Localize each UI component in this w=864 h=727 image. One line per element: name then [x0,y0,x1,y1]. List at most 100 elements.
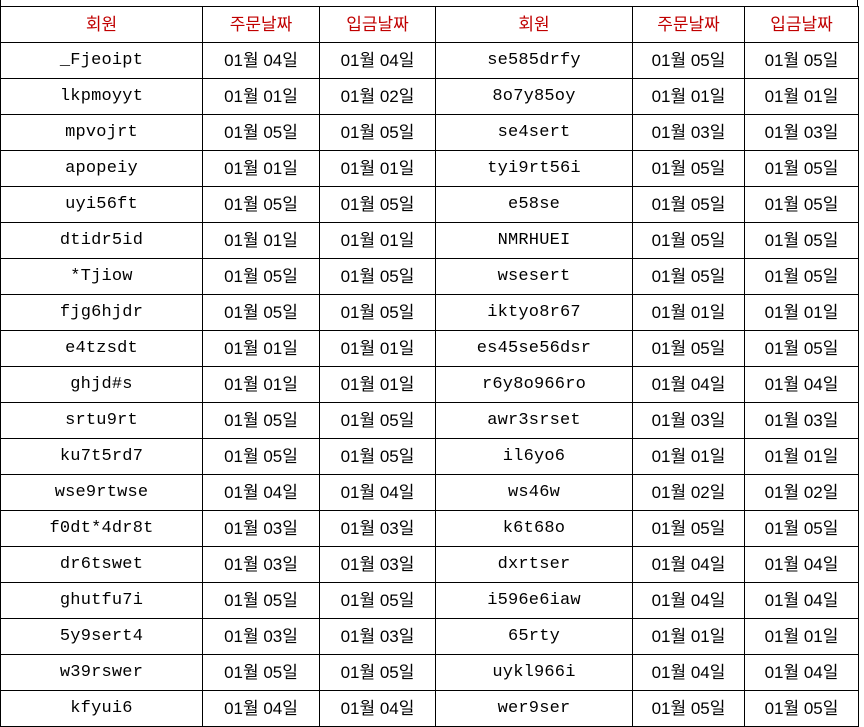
cell-payment-date-right: 01월 01일 [744,78,859,115]
cell-order-date-left: 01월 01일 [202,78,320,115]
column-header-member-right: 회원 [435,6,633,43]
cell-order-date-right: 01월 04일 [632,546,745,583]
cell-payment-date-left: 01월 05일 [319,258,436,295]
cell-member-left: w39rswer [0,654,203,691]
cell-order-date-right: 01월 03일 [632,114,745,151]
cell-payment-date-right: 01월 04일 [744,366,859,403]
cell-member-right: wer9ser [435,690,633,727]
cell-member-right: 65rty [435,618,633,655]
cell-order-date-left: 01월 05일 [202,258,320,295]
column-header-order-date-right: 주문날짜 [632,6,745,43]
cell-member-right: k6t68o [435,510,633,547]
table-row: 5y9sert4 01월 03일 01월 03일 65rty 01월 01일 01월 01… [0,618,859,655]
table-row: kfyui6 01월 04일 01월 04일 wer9ser 01월 05일 01월 05… [0,690,859,727]
cell-order-date-left: 01월 03일 [202,618,320,655]
table-row: uyi56ft 01월 05일 01월 05일 e58se 01월 05일 01월 05일 [0,186,859,223]
cell-member-right: r6y8o966ro [435,366,633,403]
cell-member-right: iktyo8r67 [435,294,633,331]
cell-payment-date-left: 01월 03일 [319,618,436,655]
cell-order-date-right: 01월 03일 [632,402,745,439]
table-row: dr6tswet 01월 03일 01월 03일 dxrtser 01월 04일 01월 … [0,546,859,583]
cell-payment-date-right: 01월 04일 [744,582,859,619]
table-row: *Tjiow 01월 05일 01월 05일 wsesert 01월 05일 01월 05… [0,258,859,295]
cell-order-date-right: 01월 05일 [632,258,745,295]
cell-member-left: *Tjiow [0,258,203,295]
cell-member-right: dxrtser [435,546,633,583]
table-row: dtidr5id 01월 01일 01월 01일 NMRHUEI 01월 05일 01월 … [0,222,859,259]
cell-payment-date-right: 01월 04일 [744,546,859,583]
cell-member-right: uykl966i [435,654,633,691]
cell-payment-date-right: 01월 05일 [744,186,859,223]
cell-member-left: ghutfu7i [0,582,203,619]
cell-member-left: wse9rtwse [0,474,203,511]
cell-payment-date-left: 01월 05일 [319,438,436,475]
cell-payment-date-right: 01월 03일 [744,114,859,151]
cell-order-date-right: 01월 05일 [632,42,745,79]
cell-payment-date-left: 01월 04일 [319,474,436,511]
table-row: apopeiy 01월 01일 01월 01일 tyi9rt56i 01월 05일 01월… [0,150,859,187]
table-row: e4tzsdt 01월 01일 01월 01일 es45se56dsr 01월 05일 0… [0,330,859,367]
cell-order-date-right: 01월 05일 [632,222,745,259]
cell-payment-date-right: 01월 05일 [744,222,859,259]
cell-order-date-right: 01월 01일 [632,294,745,331]
cell-order-date-right: 01월 05일 [632,186,745,223]
cell-order-date-left: 01월 05일 [202,186,320,223]
cell-member-right: awr3srset [435,402,633,439]
table-row: ku7t5rd7 01월 05일 01월 05일 il6yo6 01월 01일 01월 0… [0,438,859,475]
cell-payment-date-right: 01월 01일 [744,618,859,655]
cell-order-date-left: 01월 04일 [202,474,320,511]
cell-payment-date-left: 01월 05일 [319,114,436,151]
cell-payment-date-right: 01월 01일 [744,438,859,475]
cell-order-date-left: 01월 05일 [202,294,320,331]
cell-member-right: i596e6iaw [435,582,633,619]
cell-member-left: fjg6hjdr [0,294,203,331]
cell-member-left: dr6tswet [0,546,203,583]
table-row: srtu9rt 01월 05일 01월 05일 awr3srset 01월 03일 01월… [0,402,859,439]
cell-payment-date-right: 01월 05일 [744,330,859,367]
cell-payment-date-right: 01월 05일 [744,690,859,727]
cell-payment-date-left: 01월 04일 [319,42,436,79]
cell-member-right: NMRHUEI [435,222,633,259]
cell-member-left: apopeiy [0,150,203,187]
cell-payment-date-right: 01월 05일 [744,150,859,187]
cell-payment-date-left: 01월 04일 [319,690,436,727]
cell-order-date-right: 01월 05일 [632,510,745,547]
cell-order-date-right: 01월 05일 [632,330,745,367]
cell-order-date-left: 01월 05일 [202,654,320,691]
cell-member-right: ws46w [435,474,633,511]
table-body: _Fjeoipt 01월 04일 01월 04일 se585drfy 01월 05일 01… [0,42,859,727]
cell-order-date-left: 01월 01일 [202,150,320,187]
member-order-table: 회원 주문날짜 입금날짜 회원 주문날짜 입금날짜 _Fjeoipt 01월 04… [0,6,859,727]
column-header-payment-date-right: 입금날짜 [744,6,859,43]
cell-member-left: kfyui6 [0,690,203,727]
cell-payment-date-left: 01월 03일 [319,510,436,547]
cell-order-date-left: 01월 04일 [202,690,320,727]
cell-member-right: se585drfy [435,42,633,79]
cell-member-left: f0dt*4dr8t [0,510,203,547]
column-header-payment-date-left: 입금날짜 [319,6,436,43]
cell-member-left: 5y9sert4 [0,618,203,655]
cell-payment-date-left: 01월 05일 [319,402,436,439]
table-row: mpvojrt 01월 05일 01월 05일 se4sert 01월 03일 01월 0… [0,114,859,151]
cell-order-date-right: 01월 04일 [632,582,745,619]
cell-order-date-left: 01월 05일 [202,438,320,475]
cell-order-date-right: 01월 01일 [632,618,745,655]
cell-payment-date-right: 01월 03일 [744,402,859,439]
cell-payment-date-left: 01월 05일 [319,186,436,223]
cell-payment-date-left: 01월 01일 [319,222,436,259]
table-row: lkpmoyyt 01월 01일 01월 02일 8o7y85oy 01월 01일 01월… [0,78,859,115]
table-top-rule [0,0,858,6]
cell-member-left: lkpmoyyt [0,78,203,115]
cell-member-left: ku7t5rd7 [0,438,203,475]
cell-order-date-left: 01월 01일 [202,222,320,259]
cell-member-right: wsesert [435,258,633,295]
table-row: ghutfu7i 01월 05일 01월 05일 i596e6iaw 01월 04일 01… [0,582,859,619]
cell-payment-date-left: 01월 03일 [319,546,436,583]
cell-payment-date-left: 01월 01일 [319,150,436,187]
cell-member-right: 8o7y85oy [435,78,633,115]
cell-member-right: es45se56dsr [435,330,633,367]
table-row: ghjd#s 01월 01일 01월 01일 r6y8o966ro 01월 04일 01월… [0,366,859,403]
cell-payment-date-left: 01월 01일 [319,330,436,367]
cell-member-left: dtidr5id [0,222,203,259]
cell-order-date-right: 01월 02일 [632,474,745,511]
